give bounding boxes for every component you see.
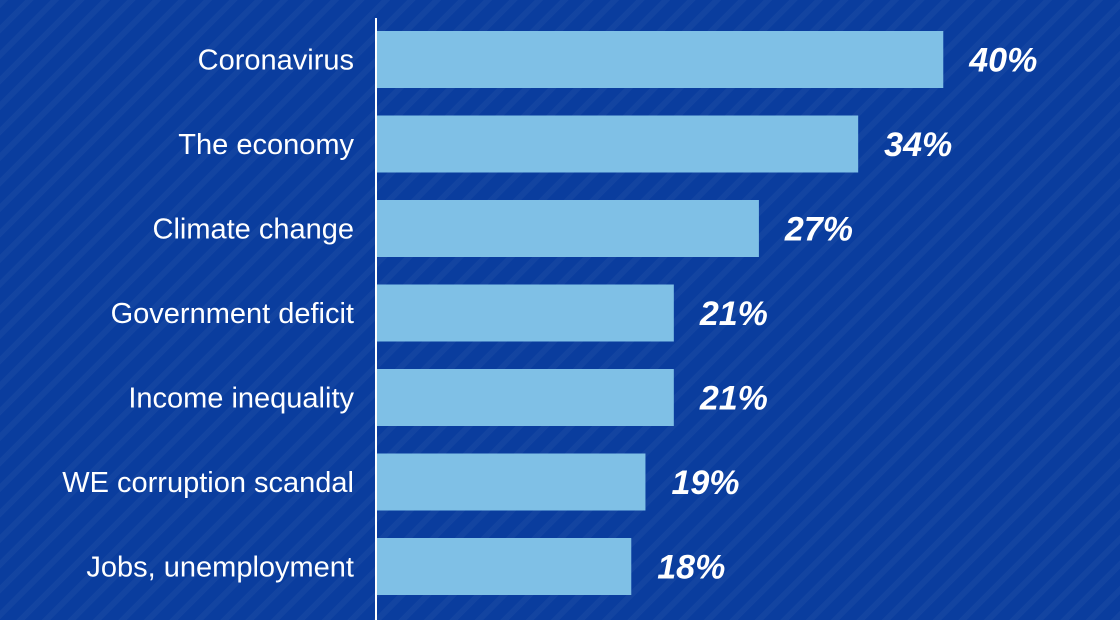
value-label: 27% xyxy=(784,211,853,249)
bar xyxy=(376,538,632,595)
category-label: WE corruption scandal xyxy=(62,467,354,499)
category-label: Climate change xyxy=(153,214,355,246)
category-label: Income inequality xyxy=(128,383,354,415)
bar xyxy=(376,284,674,342)
value-labels: 40% 34% 27% 21% 21% 19% 18% xyxy=(657,42,1037,587)
value-label: 21% xyxy=(699,295,768,333)
category-label: Government deficit xyxy=(111,298,354,330)
bar xyxy=(376,115,859,173)
value-label: 19% xyxy=(671,464,739,502)
bar xyxy=(376,200,759,257)
category-labels: Coronavirus The economy Climate change Gove… xyxy=(62,45,354,584)
bar xyxy=(376,31,944,88)
bars-layer xyxy=(376,31,944,595)
bar xyxy=(376,453,646,511)
value-label: 21% xyxy=(699,380,768,418)
category-label: Coronavirus xyxy=(198,45,354,77)
category-label: Jobs, unemployment xyxy=(86,552,354,584)
value-label: 34% xyxy=(884,126,952,164)
value-label: 18% xyxy=(657,549,725,587)
value-label: 40% xyxy=(968,42,1037,80)
category-label: The economy xyxy=(178,129,354,161)
bar xyxy=(376,369,674,426)
